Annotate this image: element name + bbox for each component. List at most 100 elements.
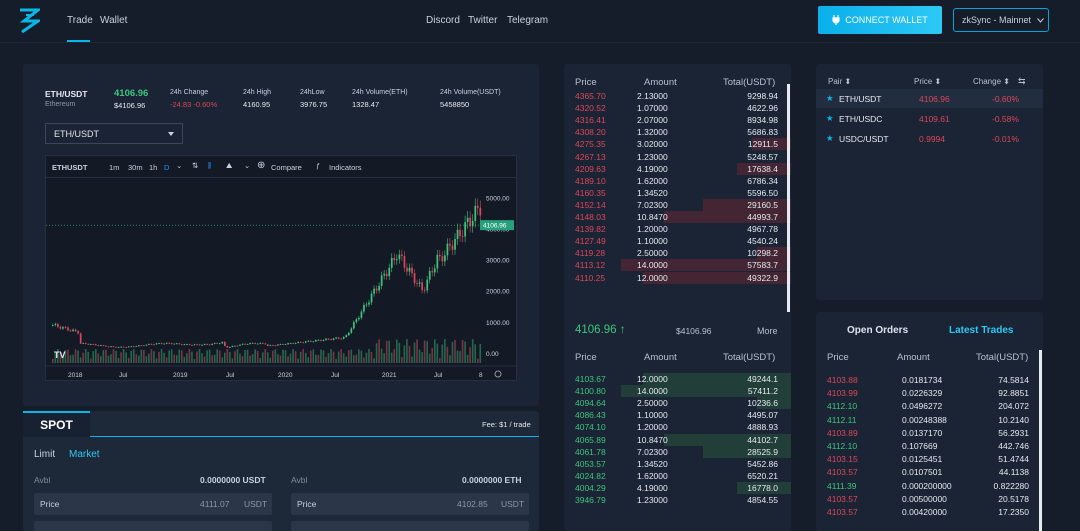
bids-row[interactable]: 4053.57 1.34520 5452.86: [564, 458, 791, 470]
candle-body: [365, 304, 368, 306]
bids-row[interactable]: 4086.43 1.10000 4495.07: [564, 409, 791, 421]
sell-price-field[interactable]: Price 4102.85 USDT: [291, 493, 529, 515]
compare-button[interactable]: Compare: [271, 163, 302, 172]
volume-bar: [89, 358, 92, 363]
asks-row[interactable]: 4119.28 2.50000 10298.2: [564, 247, 791, 260]
star-icon[interactable]: ★: [826, 93, 834, 103]
volume-bar: [353, 355, 355, 363]
volume-bar: [84, 349, 87, 363]
tab-spot[interactable]: SPOT: [23, 411, 90, 437]
trade-amount: 0.000200000: [902, 480, 952, 491]
buy-price-field[interactable]: Price 4111.07 USDT: [34, 493, 272, 515]
y-tick-label: 3000.00: [486, 258, 510, 265]
asks-row[interactable]: 4113.12 14.0000 57583.7: [564, 259, 791, 272]
candle-body: [340, 338, 343, 340]
asks-row[interactable]: 4308.20 1.32000 5686.83: [564, 126, 791, 138]
bids-row[interactable]: 4074.10 1.20000 4888.93: [564, 421, 791, 433]
x-tick-label: Jul: [434, 372, 443, 379]
asks-row[interactable]: 4267.13 1.23000 5248.57: [564, 151, 791, 163]
interval-1h[interactable]: 1h: [149, 163, 158, 172]
bids-row[interactable]: 4094.64 2.50000 10236.6: [564, 397, 791, 410]
connect-wallet-button[interactable]: CONNECT WALLET: [818, 6, 942, 34]
asks-row[interactable]: 4139.82 1.20000 4967.78: [564, 223, 791, 235]
bids-row[interactable]: 3946.79 1.23000 4854.55: [564, 494, 791, 506]
asks-row[interactable]: 4320.52 1.07000 4622.96: [564, 102, 791, 114]
bids-price: 4103.67: [575, 374, 606, 384]
star-icon[interactable]: ★: [826, 133, 834, 143]
asks-row[interactable]: 4148.03 10.8470 44993.7: [564, 211, 791, 223]
candle-body: [208, 344, 211, 346]
more-link[interactable]: More: [757, 326, 778, 336]
pair-row[interactable]: ★ ETH/USDT 4106.96 -0.60%: [816, 89, 1043, 108]
pair-select[interactable]: ETH/USDT: [45, 123, 183, 144]
pair-row[interactable]: ★ USDC/USDT 0.9994 -0.01%: [816, 129, 1043, 148]
pairs-header-price[interactable]: Price ⬍: [914, 77, 942, 86]
asks-row[interactable]: 4152.14 7.02300 29160.5: [564, 198, 791, 211]
ticker-price-usd: $4106.96: [114, 101, 146, 110]
bids-row[interactable]: 4061.78 7.02300 28525.9: [564, 445, 791, 458]
asks-row[interactable]: 4209.63 4.19000 17638.4: [564, 162, 791, 175]
asks-row[interactable]: 4275.35 3.02000 12911.5: [564, 138, 791, 151]
bids-row[interactable]: 4024.82 1.62000 6520.21: [564, 470, 791, 482]
candle-body: [459, 229, 461, 236]
network-select[interactable]: zkSync - Mainnet: [953, 8, 1049, 32]
asks-total: 5686.83: [747, 127, 778, 138]
price-chart[interactable]: ETHUSDT 1m 30m 1h D ⌄ ⇅ ⫼ ⛰ ⌄ ⊕ Compare …: [45, 155, 517, 381]
volume-bar: [183, 356, 186, 363]
asks-row[interactable]: 4160.35 1.34520 5596.50: [564, 187, 791, 199]
swap-icon[interactable]: ⇆: [1018, 76, 1026, 86]
candle-body: [385, 273, 388, 277]
indicators-button[interactable]: Indicators: [329, 163, 362, 172]
tab-limit[interactable]: Limit: [34, 449, 56, 460]
bids-row[interactable]: 4065.89 10.8470 44102.7: [564, 433, 791, 446]
volume-bar: [107, 355, 110, 363]
asks-row[interactable]: 4189.10 1.62000 6786.34: [564, 175, 791, 187]
chart-toolbar: ETHUSDT 1m 30m 1h D ⌄ ⇅ ⫼ ⛰ ⌄ ⊕ Compare …: [46, 156, 516, 178]
nav-twitter[interactable]: Twitter: [468, 15, 498, 26]
area-chart-icon[interactable]: ⛰: [226, 161, 233, 170]
sell-amount-field[interactable]: [291, 521, 529, 531]
indicators-icon[interactable]: ƒ: [316, 161, 321, 170]
logo-icon[interactable]: [18, 7, 40, 35]
chart-settings-icon[interactable]: [494, 370, 502, 378]
nav-wallet[interactable]: Wallet: [100, 15, 128, 26]
asks-row[interactable]: 4110.25 12.0000 49322.9: [564, 271, 791, 284]
nav-telegram[interactable]: Telegram: [507, 15, 549, 26]
volume-bar: [138, 355, 140, 363]
asks-total: 4622.96: [747, 103, 778, 114]
orderbook-scrollbar[interactable]: [787, 84, 790, 312]
chevron-down-icon[interactable]: ⌄: [244, 161, 251, 170]
volume-bar: [52, 359, 54, 363]
tab-latest-trades[interactable]: Latest Trades: [949, 325, 1014, 336]
nav-trade[interactable]: Trade: [67, 15, 93, 26]
candles-icon[interactable]: ⫼: [208, 161, 212, 170]
interval-30m[interactable]: 30m: [128, 163, 143, 172]
candle-body: [132, 346, 135, 348]
bars-icon[interactable]: ⇅: [192, 161, 199, 170]
volume-bar: [297, 358, 299, 363]
asks-total: 44993.7: [747, 212, 778, 222]
candle-body: [289, 343, 292, 344]
tab-market[interactable]: Market: [69, 449, 100, 460]
tab-open-orders[interactable]: Open Orders: [847, 325, 909, 336]
pair-row[interactable]: ★ ETH/USDC 4109.61 -0.58%: [816, 109, 1043, 128]
pairs-header-change[interactable]: Change ⬍: [973, 77, 1010, 86]
asks-row[interactable]: 4365.70 2.13000 9298.94: [564, 90, 791, 102]
candle-body: [272, 345, 274, 346]
pairs-header-pair[interactable]: Pair ⬍: [828, 77, 852, 86]
bids-row[interactable]: 4100.80 14.0000 57411.2: [564, 385, 791, 398]
buy-amount-field[interactable]: [34, 521, 272, 531]
nav-discord[interactable]: Discord: [426, 15, 460, 26]
trades-scrollbar[interactable]: [1039, 350, 1042, 531]
compare-plus-icon[interactable]: ⊕: [257, 160, 266, 171]
chevron-down-icon[interactable]: ⌄: [176, 161, 183, 170]
interval-d[interactable]: D: [164, 163, 170, 172]
bids-row[interactable]: 4103.67 12.0000 49244.1: [564, 373, 791, 385]
interval-1m[interactable]: 1m: [109, 163, 120, 172]
candle-body: [390, 257, 393, 268]
asks-row[interactable]: 4127.49 1.10000 4540.24: [564, 235, 791, 247]
asks-row[interactable]: 4316.41 2.07000 8934.98: [564, 114, 791, 126]
star-icon[interactable]: ★: [826, 113, 834, 123]
candle-body: [320, 339, 322, 341]
bids-row[interactable]: 4004.29 4.19000 16778.0: [564, 481, 791, 494]
